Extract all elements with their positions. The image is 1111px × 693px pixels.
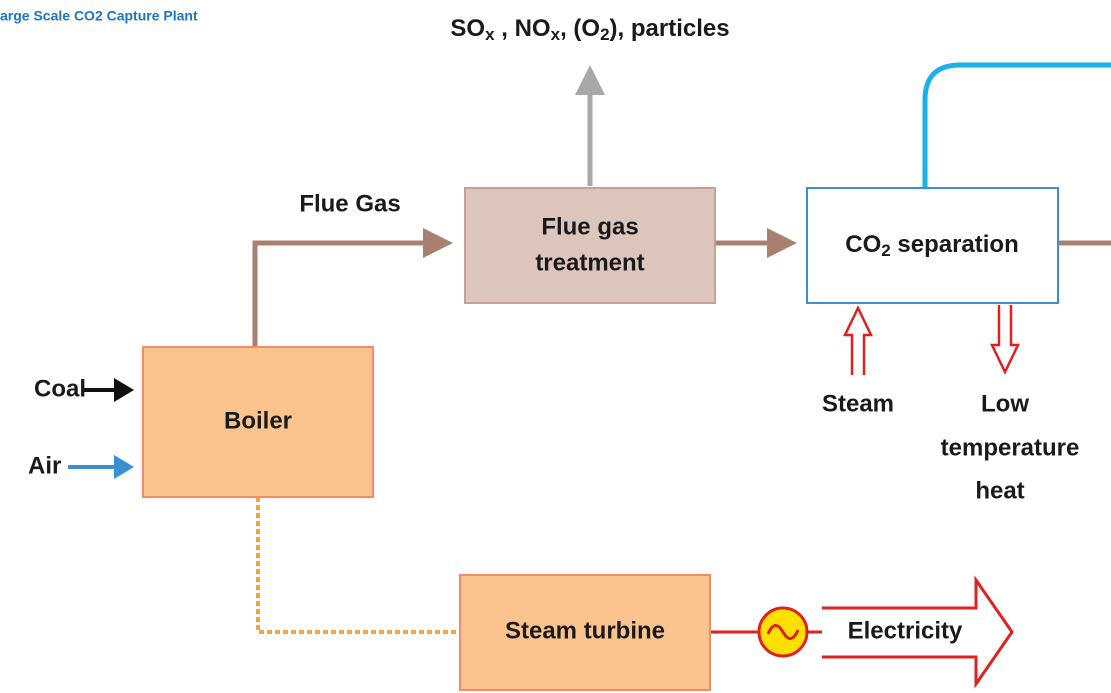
electricity-arrow: [822, 575, 1014, 689]
node-label: Flue gas: [541, 213, 638, 240]
heat-arrow: [990, 305, 1020, 375]
heat-label: Low: [981, 390, 1029, 417]
air-label: Air: [28, 452, 61, 479]
steam-line: [256, 497, 460, 634]
text-part: ), particles: [610, 15, 730, 42]
text-part: , NO: [495, 15, 551, 42]
subscript: 2: [600, 25, 609, 44]
text-part: , (O: [560, 15, 600, 42]
text-part: SO: [450, 15, 485, 42]
electricity-label: Electricity: [848, 617, 963, 644]
boiler-box: [142, 346, 374, 498]
title: arge Scale CO2 Capture Plant: [0, 8, 198, 24]
node-label: Boiler: [224, 407, 292, 434]
heat-label: heat: [975, 477, 1024, 504]
emissions-label: SOx , NOx, (O2), particles: [450, 15, 729, 44]
text-part: separation: [891, 231, 1019, 258]
subscript: x: [551, 25, 561, 44]
node-label: CO2 separation: [845, 231, 1019, 260]
generator-symbol: [766, 624, 800, 640]
node-label: Steam turbine: [505, 617, 665, 644]
subscript: x: [485, 25, 495, 44]
flue-gas-line: [252, 228, 453, 347]
co2-line: [922, 62, 1111, 188]
coal-label: Coal: [34, 375, 86, 402]
text-part: CO: [845, 231, 881, 258]
subscript: 2: [881, 241, 890, 260]
flue-gas-label: Flue Gas: [299, 190, 400, 217]
node-label: treatment: [535, 249, 644, 276]
flue-gas-treatment-box: [464, 187, 716, 304]
steam-label: Steam: [822, 390, 894, 417]
steam-arrow: [843, 305, 873, 375]
heat-label: temperature: [941, 434, 1080, 461]
steam-turbine-box: [459, 574, 711, 691]
co2-separation-box: [806, 187, 1059, 304]
